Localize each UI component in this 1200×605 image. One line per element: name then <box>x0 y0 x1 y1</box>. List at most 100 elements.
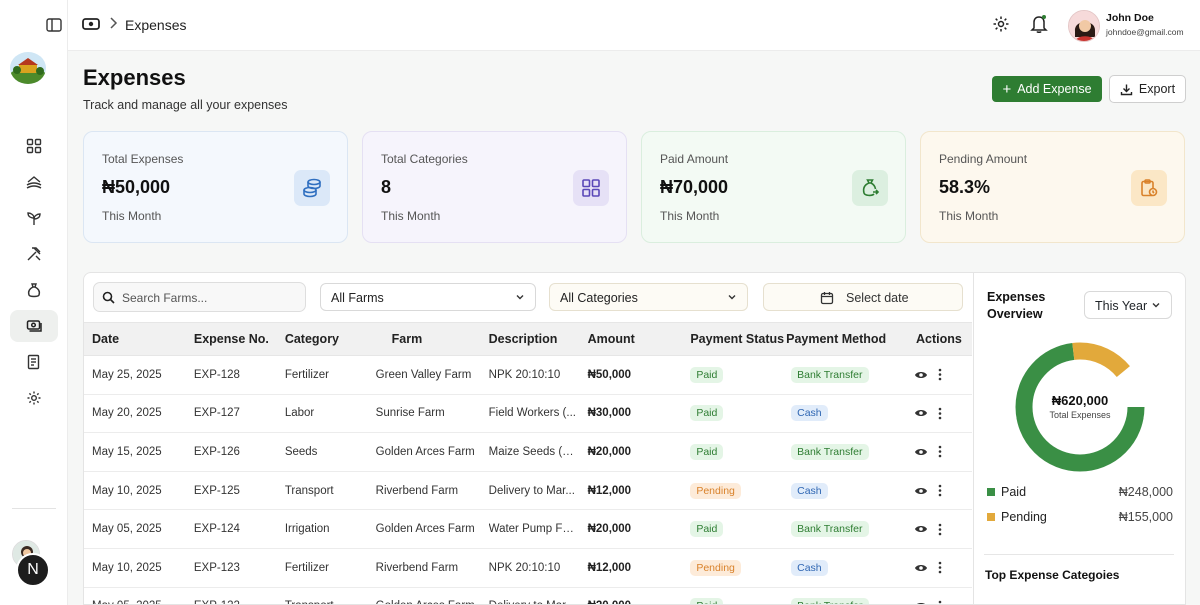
eye-icon[interactable] <box>914 370 928 380</box>
more-vertical-icon[interactable] <box>938 523 942 536</box>
cell-description: Maize Seeds (H... <box>481 433 586 472</box>
legend-item-paid: Paid ₦248,000 <box>987 484 1173 502</box>
column-header[interactable]: Payment Method <box>784 322 914 356</box>
export-button[interactable]: Export <box>1109 75 1186 103</box>
more-vertical-icon[interactable] <box>938 445 942 458</box>
sidebar-item-tools[interactable] <box>10 238 58 270</box>
stat-value: ₦50,000 <box>102 177 171 197</box>
column-header[interactable]: Payment Status <box>688 322 785 356</box>
description-text: Delivery to Mar... <box>489 600 575 604</box>
sidebar-item-expenses[interactable] <box>10 310 58 342</box>
table-row[interactable]: May 25, 2025 EXP-128 Fertilizer Green Valle… <box>84 356 972 395</box>
cell-method: Bank Transfer <box>784 510 914 549</box>
sidebar-item-settings[interactable] <box>10 382 58 414</box>
stat-value: 8 <box>381 177 392 197</box>
donut-segment-paid[interactable] <box>1015 342 1145 472</box>
top-categories-title: Top Expense Categoies <box>985 568 1120 582</box>
gear-icon <box>27 391 41 405</box>
table-row[interactable]: May 10, 2025 EXP-123 Fertilizer Riverbend F… <box>84 548 972 588</box>
search-icon <box>102 291 115 304</box>
workspace-avatar[interactable]: N <box>16 553 50 587</box>
gear-icon[interactable] <box>992 15 1010 38</box>
cell-description: NPK 20:10:10 <box>481 548 586 587</box>
eye-icon[interactable] <box>914 563 928 573</box>
money-bag-icon <box>852 170 888 206</box>
more-vertical-icon[interactable] <box>938 368 942 381</box>
date-picker-placeholder: Select date <box>846 291 909 305</box>
donut-segment-pending[interactable] <box>1015 342 1145 472</box>
table-row[interactable]: May 05, 2025 EXP-124 Irrigation Golden Arce… <box>84 510 972 549</box>
search-box[interactable]: Search Farms... <box>93 282 306 312</box>
add-expense-label: Add Expense <box>1017 82 1092 96</box>
add-expense-button[interactable]: + Add Expense <box>992 76 1102 102</box>
cell-date: May 10, 2025 <box>92 561 162 574</box>
sidebar-divider <box>12 508 56 509</box>
table-row[interactable]: May 10, 2025 EXP-125 Transport Riverbend Fa… <box>84 471 972 510</box>
method-badge: Bank Transfer <box>791 366 869 383</box>
farm-icon <box>26 176 42 189</box>
stat-label: Pending Amount <box>939 152 1028 166</box>
cell-date: May 10, 2025 <box>92 484 162 497</box>
sidebar-item-reports[interactable] <box>10 346 58 378</box>
more-vertical-icon[interactable] <box>938 561 942 574</box>
legend-name: Pending <box>1001 510 1047 524</box>
cell-amount: ₦50,000 <box>587 368 632 381</box>
cell-expense-no: EXP-123 <box>193 561 240 574</box>
farm-logo[interactable] <box>10 52 46 84</box>
method-badge: Bank Transfer <box>791 598 869 604</box>
method-badge: Bank Transfer <box>791 443 869 460</box>
chevron-down-icon <box>1152 303 1160 308</box>
cell-category: Seeds <box>284 445 318 458</box>
eye-icon[interactable] <box>914 601 928 605</box>
method-badge: Cash <box>791 559 828 576</box>
stat-card-total-categories: Total Categories 8 This Month <box>362 131 627 243</box>
overview-period-select[interactable]: This Year <box>1084 291 1172 319</box>
date-picker[interactable]: Select date <box>763 283 963 311</box>
stat-card-paid-amount: Paid Amount ₦70,000 This Month <box>641 131 906 243</box>
column-header[interactable]: Expense No. <box>185 322 277 356</box>
more-vertical-icon[interactable] <box>938 407 942 420</box>
sidebar-toggle-icon[interactable] <box>45 16 63 34</box>
category-filter-value: All Categories <box>560 291 638 305</box>
user-avatar[interactable] <box>1068 10 1100 42</box>
eye-icon[interactable] <box>914 447 928 457</box>
cell-description: Delivery to Mar... <box>481 587 586 604</box>
search-input[interactable]: Search Farms... <box>122 291 208 305</box>
sidebar-item-farms[interactable] <box>10 166 58 198</box>
stat-period: This Month <box>102 209 162 223</box>
sidebar-item-dashboard[interactable] <box>10 130 58 162</box>
cell-farm: Riverbend Farm <box>375 484 459 497</box>
more-vertical-icon[interactable] <box>938 484 942 497</box>
column-header[interactable]: Amount <box>585 322 689 356</box>
farm-filter-value: All Farms <box>331 291 384 305</box>
column-header[interactable]: Description <box>480 322 586 356</box>
cell-category: Transport <box>277 587 372 604</box>
cell-actions <box>914 433 972 472</box>
table-row[interactable]: May 20, 2025 EXP-127 Labor Sunrise Farm Fiel… <box>84 394 972 433</box>
table-row[interactable]: May 15, 2025 EXP-126 Seeds Golden Arces Far… <box>84 433 972 472</box>
column-header[interactable]: Date <box>84 322 186 356</box>
donut-total-value: ₦620,000 <box>1051 393 1109 408</box>
sidebar-item-crops[interactable] <box>10 202 58 234</box>
eye-icon[interactable] <box>914 524 928 534</box>
top-bar: Expenses John Doe johndoe@gmail.com <box>68 0 1200 51</box>
overview-period-value: This Year <box>1095 299 1148 313</box>
more-vertical-icon[interactable] <box>938 600 942 605</box>
eye-icon[interactable] <box>914 408 928 418</box>
money-bag-icon <box>27 283 41 298</box>
column-header[interactable]: Farm <box>371 322 481 356</box>
eye-icon[interactable] <box>914 486 928 496</box>
farm-filter-select[interactable]: All Farms <box>320 283 536 311</box>
status-badge: Paid <box>690 443 724 460</box>
bell-icon[interactable] <box>1030 14 1048 39</box>
breadcrumb-current: Expenses <box>125 17 187 33</box>
column-header[interactable]: Category <box>276 322 372 356</box>
sidebar-item-finance[interactable] <box>10 274 58 306</box>
column-header[interactable]: Actions <box>913 322 972 356</box>
description-text: Maize Seeds (H... <box>488 445 577 458</box>
category-filter-select[interactable]: All Categories <box>549 283 748 311</box>
cell-status: Paid <box>688 587 784 604</box>
cell-actions <box>914 394 972 433</box>
cell-expense-no: EXP-128 <box>193 368 240 381</box>
